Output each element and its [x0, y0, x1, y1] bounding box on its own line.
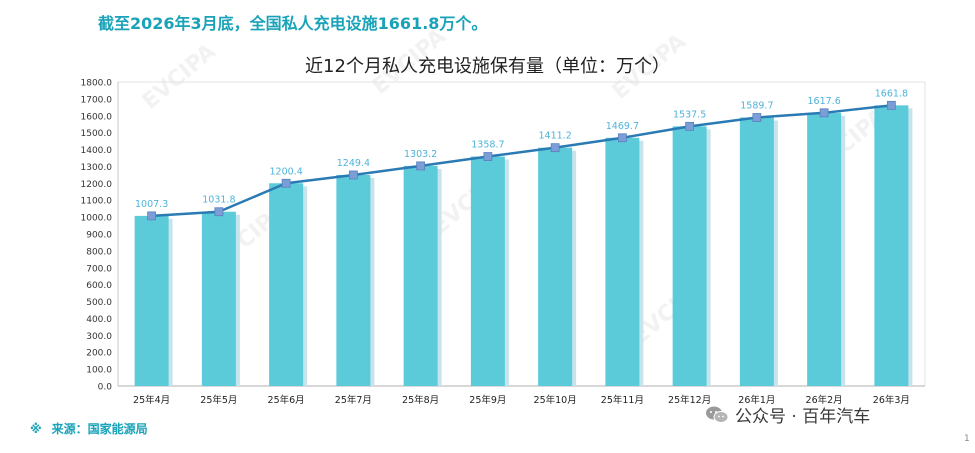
wechat-label: 公众号 · 百年汽车	[735, 407, 871, 427]
y-tick-label: 600.0	[86, 281, 112, 291]
y-tick-label: 1800.0	[81, 79, 113, 89]
data-label: 1617.6	[808, 96, 841, 107]
page-number: 1	[964, 434, 970, 444]
data-label: 1661.8	[875, 88, 908, 99]
line-marker	[416, 161, 426, 171]
y-tick-label: 100.0	[86, 366, 112, 376]
y-tick-label: 1700.0	[81, 95, 113, 105]
source-text: 来源：国家能源局	[51, 422, 148, 436]
y-tick-label: 1500.0	[81, 129, 113, 139]
data-label: 1411.2	[539, 131, 572, 142]
line-marker	[348, 170, 358, 180]
x-tick-label: 25年9月	[469, 394, 506, 406]
y-tick-label: 300.0	[86, 332, 112, 342]
bar	[201, 211, 236, 386]
x-tick-labels: 25年4月 25年5月 25年6月 25年7月 25年8月 25年9月 25年10月 25年1…	[133, 394, 910, 406]
y-tick-label: 1600.0	[81, 112, 113, 122]
y-tick-label: 900.0	[86, 231, 112, 241]
bar	[538, 147, 573, 386]
watermark-layer: EVCIPA EVCIPA EVCIPAEVCIPAEVCIPAEVCIPAEVCI…	[138, 24, 891, 349]
y-tick-labels: 0.0 100.0 200.0 300.0 400.0 500.0 600.0 700.0 80…	[81, 79, 113, 393]
line-marker	[819, 108, 829, 118]
x-tick-label: 25年10月	[534, 394, 577, 406]
x-tick-label: 25年7月	[335, 394, 372, 406]
y-tick-label: 1400.0	[81, 146, 113, 156]
y-tick-label: 1000.0	[81, 214, 113, 224]
line-series	[147, 100, 896, 221]
bar	[134, 215, 169, 386]
y-tick-label: 400.0	[86, 315, 112, 325]
x-tick-label: 25年5月	[200, 394, 237, 406]
y-tick-label: 700.0	[86, 264, 112, 274]
data-label: 1007.3	[135, 199, 168, 210]
data-label: 1469.7	[606, 121, 639, 132]
headline: 截至2026年3月底，全国私人充电设施1661.8万个。	[98, 14, 488, 33]
watermark-text: EVCIPA	[368, 24, 451, 99]
data-label: 1358.7	[471, 140, 504, 151]
line-marker	[214, 207, 224, 217]
bar	[807, 112, 842, 387]
source-note: ※ 来源：国家能源局	[30, 420, 148, 437]
series-line	[151, 104, 892, 218]
line-marker	[752, 113, 762, 122]
data-label: 1589.7	[740, 101, 773, 112]
bar	[336, 174, 371, 386]
x-tick-label: 26年2月	[806, 394, 843, 406]
y-tick-label: 500.0	[86, 298, 112, 308]
watermark-text: EVCIPA	[138, 39, 221, 114]
line-marker	[281, 178, 291, 188]
x-tick-label: 25年6月	[268, 394, 305, 406]
x-tick-label: 26年1月	[738, 394, 775, 406]
bar	[672, 126, 707, 386]
bar	[470, 156, 505, 386]
line-marker	[617, 133, 627, 143]
source-mark: ※	[30, 422, 42, 436]
x-tick-label: 25年4月	[133, 394, 170, 406]
line-marker	[483, 152, 493, 161]
x-tick-label: 25年8月	[402, 394, 439, 406]
wechat-icon	[706, 406, 729, 423]
data-label: 1031.8	[202, 195, 235, 206]
bar-series	[134, 105, 913, 387]
line-marker	[886, 100, 896, 110]
bar	[269, 183, 304, 386]
data-labels: 1007.3 1031.8 1200.4 1249.4 1303.2 1358.7 1411…	[135, 88, 908, 210]
data-label: 1303.2	[404, 149, 437, 160]
y-tick-label: 1200.0	[81, 180, 113, 190]
data-label: 1537.5	[673, 109, 706, 120]
y-tick-label: 200.0	[86, 349, 112, 359]
line-marker	[685, 121, 695, 131]
bar	[739, 117, 774, 386]
bar	[403, 165, 438, 386]
data-label: 1249.4	[337, 158, 370, 169]
x-tick-label: 26年3月	[873, 394, 910, 406]
watermark-text: EVCIPA	[608, 29, 691, 104]
y-tick-label: 0.0	[98, 383, 113, 393]
wechat-account: 公众号 · 百年汽车	[705, 402, 870, 427]
y-tick-label: 1100.0	[81, 197, 113, 207]
y-tick-label: 1300.0	[81, 163, 113, 173]
bar	[605, 137, 640, 386]
chart-title: 近12个月私人充电设施保有量（单位：万个）	[305, 56, 670, 77]
line-marker	[147, 211, 157, 221]
data-label: 1200.4	[270, 166, 303, 177]
y-tick-label: 800.0	[86, 247, 112, 257]
x-tick-label: 25年11月	[601, 394, 644, 406]
x-tick-label: 25年12月	[668, 394, 711, 406]
line-marker	[550, 143, 560, 153]
bar	[874, 105, 909, 386]
